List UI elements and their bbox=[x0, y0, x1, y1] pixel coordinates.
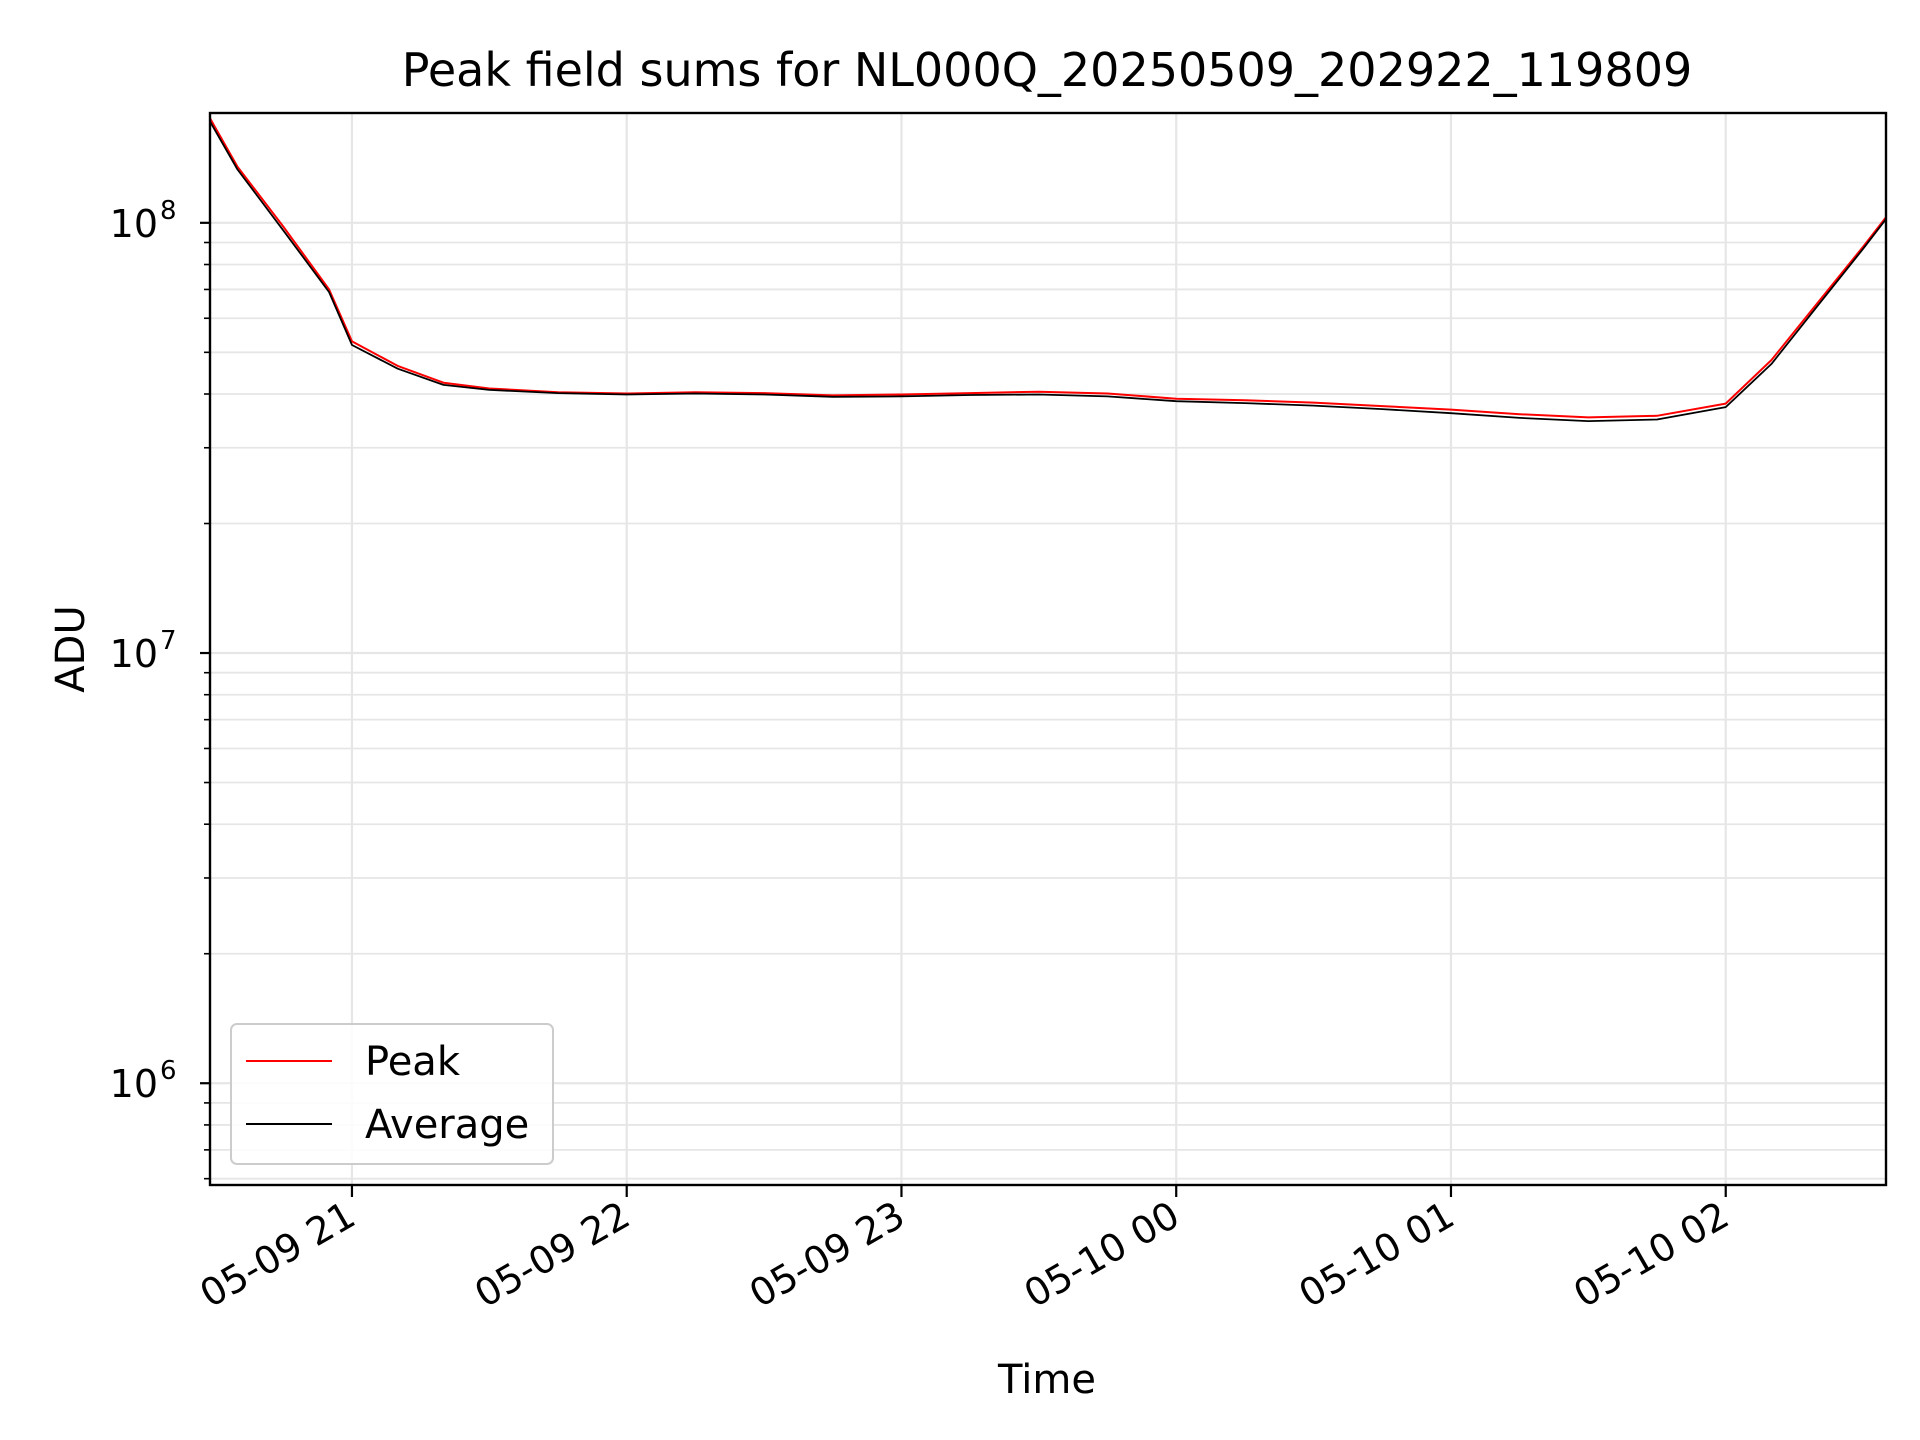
series-line-peak bbox=[209, 117, 1887, 419]
y-tick-label: 10 bbox=[110, 632, 158, 676]
series-line-average bbox=[209, 121, 1887, 422]
legend-label-peak: Peak bbox=[365, 1039, 461, 1085]
chart-title: Peak field sums for NL000Q_20250509_2029… bbox=[402, 43, 1693, 97]
y-tick-label-exponent: 6 bbox=[160, 1056, 177, 1086]
y-tick-label-exponent: 7 bbox=[160, 626, 177, 656]
legend-label-average: Average bbox=[365, 1102, 529, 1148]
y-tick-label-exponent: 8 bbox=[160, 196, 177, 226]
x-axis-label: Time bbox=[997, 1357, 1096, 1403]
plot-frame bbox=[208, 111, 1888, 1187]
series-lines bbox=[209, 117, 1887, 422]
y-tick-label: 10 bbox=[110, 1062, 158, 1106]
legend: Peak Average bbox=[230, 1023, 554, 1165]
y-tick-label: 10 bbox=[110, 202, 158, 246]
y-axis-label: ADU bbox=[48, 605, 94, 692]
legend-box bbox=[230, 1023, 554, 1165]
